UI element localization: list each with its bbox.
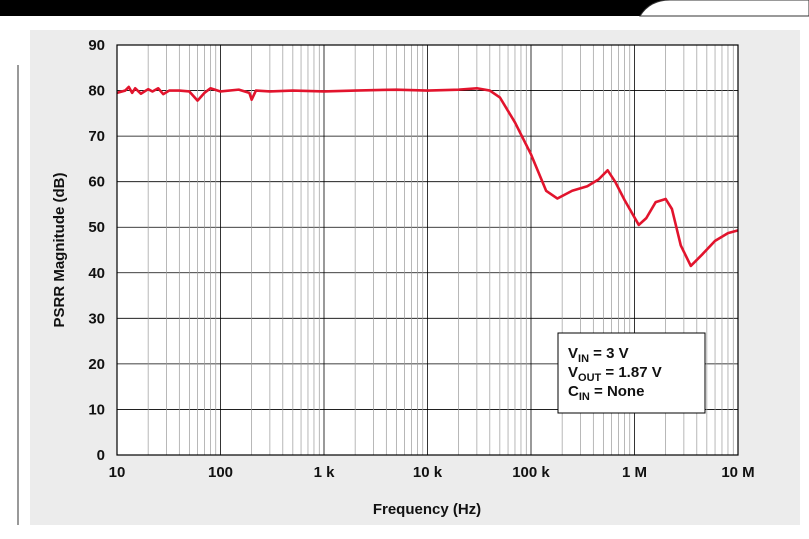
annotation-sub: IN: [578, 353, 589, 365]
y-tick-label: 40: [88, 265, 105, 282]
y-tick-label: 60: [88, 174, 105, 191]
y-tick-label: 20: [88, 356, 105, 373]
y-axis-label: PSRR Magnitude (dB): [51, 173, 68, 328]
x-axis-label: Frequency (Hz): [373, 501, 481, 518]
annotation-line: CIN = None: [568, 383, 644, 403]
annotation-rest: = 3 V: [589, 345, 629, 362]
annotation-line: VIN = 3 V: [568, 345, 629, 365]
x-tick-label: 10 k: [413, 464, 443, 481]
y-tick-label: 90: [88, 37, 105, 54]
y-tick-label: 10: [88, 401, 105, 418]
data-line: [116, 85, 739, 268]
annotation-main: V: [568, 364, 578, 381]
y-tick-label: 80: [88, 83, 105, 100]
annotation-sub: IN: [579, 391, 590, 403]
annotation-line: VOUT = 1.87 V: [568, 364, 662, 384]
x-tick-label: 1 M: [622, 464, 647, 481]
annotation-rest: = None: [590, 383, 645, 400]
x-tick-label: 10: [109, 464, 126, 481]
x-tick-label: 100 k: [512, 464, 550, 481]
annotation-rest: = 1.87 V: [601, 364, 661, 381]
annotation-sub: OUT: [578, 372, 602, 384]
annotation-main: C: [568, 383, 579, 400]
y-tick-label: 70: [88, 128, 105, 145]
annotation-main: V: [568, 345, 578, 362]
plot-frame: [116, 44, 739, 456]
y-tick-label: 30: [88, 310, 105, 327]
y-tick-label: 50: [88, 219, 105, 236]
y-tick-label: 0: [97, 447, 105, 464]
top-tab: [639, 0, 809, 17]
x-tick-label: 100: [208, 464, 233, 481]
x-tick-label: 10 M: [721, 464, 754, 481]
x-tick-label: 1 k: [314, 464, 336, 481]
top-bar: [0, 0, 809, 16]
annotation-box: [557, 332, 706, 414]
